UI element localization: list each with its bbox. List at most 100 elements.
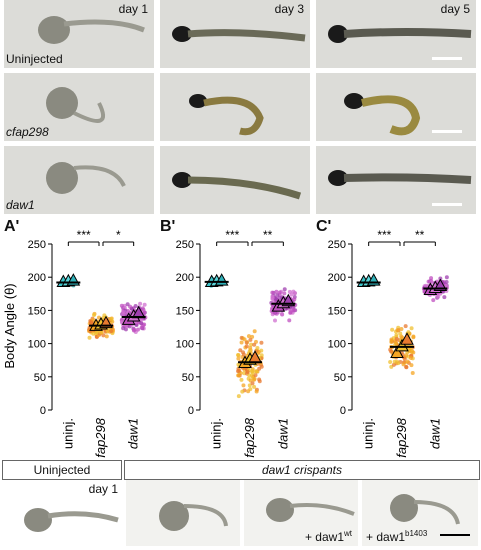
data-point — [87, 335, 92, 340]
scale-bar — [440, 534, 470, 536]
larva-image — [172, 172, 302, 200]
data-point — [255, 346, 260, 351]
data-point — [394, 336, 399, 341]
data-point — [125, 302, 130, 307]
significance-label: ** — [263, 228, 273, 242]
photo-d-uninjected: day 1 — [4, 480, 122, 546]
data-point — [250, 381, 255, 386]
y-tick-label: 100 — [176, 339, 194, 351]
y-tick-label: 200 — [328, 272, 346, 284]
data-point — [288, 310, 293, 315]
data-point — [277, 290, 282, 295]
data-point — [104, 334, 109, 339]
scale-bar — [432, 203, 462, 206]
x-tick-label: cfap298 — [93, 417, 108, 458]
data-point — [91, 331, 96, 336]
data-point — [409, 363, 414, 368]
significance-label: * — [116, 228, 121, 242]
scale-bar — [432, 130, 462, 133]
data-point — [444, 280, 449, 285]
data-point — [395, 328, 400, 333]
rescue-mut-label: + daw1b1403 — [366, 529, 428, 544]
data-point — [139, 321, 144, 326]
data-point — [96, 315, 101, 320]
y-tick-label: 250 — [328, 239, 346, 251]
data-point — [401, 362, 406, 367]
y-tick-label: 150 — [328, 305, 346, 317]
panel-b-prime-letter: B' — [160, 218, 176, 235]
y-tick-label: 0 — [340, 405, 346, 417]
panel-c-prime-letter: C' — [316, 218, 332, 235]
replicate-mean-marker — [400, 332, 414, 345]
y-tick-label: 200 — [28, 272, 46, 284]
data-point — [274, 297, 279, 302]
photo-d-crispant — [126, 480, 240, 546]
data-point — [404, 353, 409, 358]
data-point — [89, 320, 94, 325]
data-point — [241, 383, 246, 388]
data-point — [242, 337, 247, 342]
data-point — [442, 295, 447, 300]
larva-image — [46, 162, 126, 194]
rescue-mut-superscript: b1403 — [405, 529, 428, 538]
data-point — [279, 311, 284, 316]
photo-cfap298-day5 — [316, 73, 476, 141]
day-label-1: day 1 — [118, 2, 148, 16]
data-point — [392, 359, 397, 364]
y-tick-label: 0 — [40, 405, 46, 417]
data-point — [236, 353, 241, 358]
data-point — [247, 383, 252, 388]
data-point — [252, 376, 257, 381]
larva-image — [46, 87, 106, 123]
data-point — [391, 362, 396, 367]
photo-cfap298-day1: cfap298 — [4, 73, 154, 141]
data-point — [247, 373, 252, 378]
data-point — [402, 356, 407, 361]
larva-image — [328, 170, 472, 186]
data-point — [436, 294, 441, 299]
data-point — [270, 290, 275, 295]
day-label-3: day 3 — [274, 2, 304, 16]
larva-image — [344, 93, 421, 136]
x-tick-label: daw1 — [427, 418, 442, 449]
data-point — [388, 359, 393, 364]
significance-label: *** — [225, 228, 239, 242]
larva-image — [38, 16, 145, 44]
data-point — [250, 334, 255, 339]
y-tick-label: 250 — [176, 239, 194, 251]
data-point — [121, 310, 126, 315]
data-point — [236, 356, 241, 361]
x-tick-label: daw1 — [275, 418, 290, 449]
header-uninjected: Uninjected — [2, 460, 122, 480]
larva-image — [172, 26, 306, 42]
data-point — [142, 302, 147, 307]
data-point — [124, 324, 129, 329]
replicate-mean-marker — [390, 345, 404, 359]
y-tick-label: 150 — [176, 305, 194, 317]
row-label-daw1: daw1 — [6, 198, 35, 212]
data-point — [409, 326, 414, 331]
data-point — [291, 308, 296, 313]
data-point — [108, 317, 113, 322]
charts-svg: Body Angle (θ) 0 50 100 150 200 250 uninj. cfap… — [2, 228, 449, 458]
y-tick-label: 50 — [334, 372, 346, 384]
data-point — [389, 349, 394, 354]
larva-image — [328, 25, 472, 43]
rescue-wt-label: + daw1wt — [304, 529, 352, 544]
data-point — [394, 333, 399, 338]
data-point — [287, 318, 292, 323]
panel-a-prime-letter: A' — [4, 218, 20, 235]
data-point — [411, 350, 416, 355]
data-point — [259, 353, 264, 358]
y-tick-label: 150 — [28, 305, 46, 317]
larva-image — [189, 94, 264, 136]
x-tick-label: uninj. — [60, 418, 75, 449]
y-tick-label: 250 — [28, 239, 46, 251]
data-point — [135, 327, 140, 332]
data-point — [119, 303, 124, 308]
data-point — [241, 352, 246, 357]
photo-daw1-day5 — [316, 146, 476, 214]
photo-uninjected-day5: day 5 — [316, 0, 476, 68]
row-label-uninjected: Uninjected — [6, 52, 63, 66]
x-tick-label: daw1 — [126, 418, 141, 449]
